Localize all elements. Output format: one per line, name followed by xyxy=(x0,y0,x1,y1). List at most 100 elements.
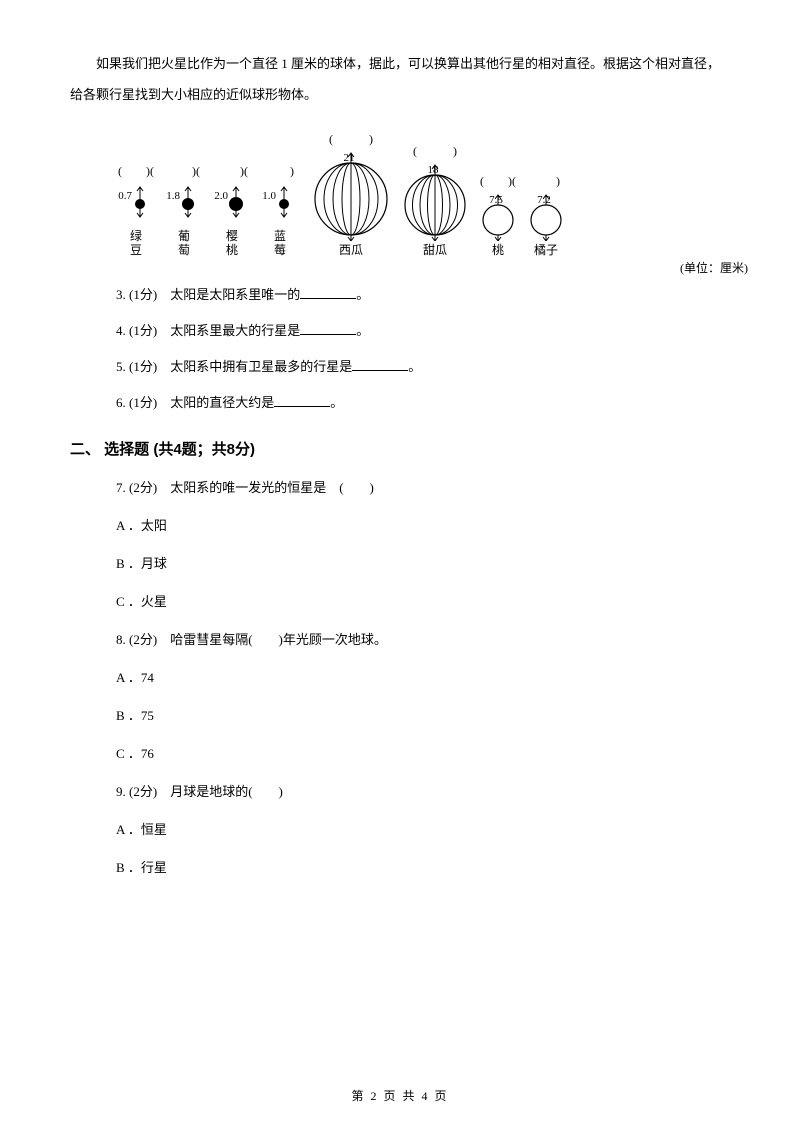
q-text: 太阳的直径大约是 xyxy=(170,395,274,410)
answer-blank[interactable] xyxy=(300,321,356,335)
fruit-label: 蓝莓 xyxy=(274,229,286,258)
svg-text:7.2: 7.2 xyxy=(537,194,551,206)
svg-text:2.0: 2.0 xyxy=(214,190,228,202)
svg-text:21: 21 xyxy=(344,152,355,164)
fruit-label: 甜瓜 xyxy=(423,243,447,257)
fruit-item: ) 1.0 蓝莓 xyxy=(260,162,300,258)
fill-question: 3. (1分) 太阳是太阳系里唯一的 。 xyxy=(116,282,730,308)
answer-blank[interactable] xyxy=(300,285,356,299)
fruit-shape-icon: 2.0 xyxy=(212,181,252,227)
mcq-option[interactable]: B ．月球 xyxy=(116,551,730,577)
mcq-option[interactable]: B ．行星 xyxy=(116,855,730,881)
fruit-shape-icon: 7.2 xyxy=(524,191,568,241)
answer-blank-paren: ) xyxy=(532,172,560,189)
q-num: 5. xyxy=(116,359,126,374)
answer-blank-paren: )( xyxy=(168,162,200,179)
answer-blank-paren: ) xyxy=(266,162,294,179)
intro-paragraph: 如果我们把火星比作为一个直径 1 厘米的球体，据此，可以换算出其他行星的相对直径… xyxy=(70,48,730,110)
option-key: A ． xyxy=(116,822,141,837)
q-num: 3. xyxy=(116,287,126,302)
mcq-option[interactable]: C ．76 xyxy=(116,741,730,767)
q-num: 8. xyxy=(116,632,126,647)
option-value: 75 xyxy=(141,708,154,723)
fruit-item: )( 2.0 樱桃 xyxy=(212,162,252,258)
q-points: (2分) xyxy=(129,632,157,647)
svg-text:18: 18 xyxy=(428,164,440,176)
fruit-label: 绿豆 xyxy=(130,229,142,258)
fruit-label: 桃 xyxy=(492,243,504,257)
option-value: 76 xyxy=(141,746,154,761)
answer-blank-paren: ( )( xyxy=(480,172,516,189)
mcq-stem: 8. (2分) 哈雷彗星每隔( )年光顾一次地球。 xyxy=(116,627,730,653)
option-value: 太阳 xyxy=(141,518,167,533)
fruit-item: )( 1.8 葡萄 xyxy=(164,162,204,258)
q-suffix: 。 xyxy=(330,395,343,410)
option-key: B ． xyxy=(116,708,141,723)
fruit-label: 葡萄 xyxy=(178,229,190,258)
fruit-item: ( )( 7.5 桃 xyxy=(476,172,520,257)
q-suffix: 。 xyxy=(356,287,369,302)
q-num: 7. xyxy=(116,480,126,495)
fruit-shape-icon: 1.0 xyxy=(260,181,300,227)
option-key: C ． xyxy=(116,746,141,761)
fill-question: 4. (1分) 太阳系里最大的行星是。 xyxy=(116,318,730,344)
q-suffix: 。 xyxy=(356,323,369,338)
mcq-option[interactable]: A ．74 xyxy=(116,665,730,691)
option-value: 行星 xyxy=(141,860,167,875)
q-text: 太阳系里最大的行星是 xyxy=(170,323,300,338)
q-num: 9. xyxy=(116,784,126,799)
option-key: A ． xyxy=(116,518,141,533)
option-key: A ． xyxy=(116,670,141,685)
answer-blank[interactable] xyxy=(274,393,330,407)
q-text: 太阳是太阳系里唯一的 xyxy=(170,287,300,302)
option-key: B ． xyxy=(116,556,141,571)
fruit-label: 西瓜 xyxy=(339,243,363,257)
option-key: B ． xyxy=(116,860,141,875)
answer-blank[interactable] xyxy=(352,357,408,371)
fruit-shape-icon: 1.8 xyxy=(164,181,204,227)
q-points: (1分) xyxy=(129,395,157,410)
mcq-stem: 9. (2分) 月球是地球的( ) xyxy=(116,779,730,805)
unit-note: (单位：厘米) xyxy=(680,259,748,276)
q-points: (1分) xyxy=(129,323,157,338)
option-value: 月球 xyxy=(141,556,167,571)
q-text: 太阳系的唯一发光的恒星是 ( ) xyxy=(170,480,374,495)
fruit-item: ( ) 21 西瓜 xyxy=(308,130,394,257)
fruit-shape-icon: 18 xyxy=(398,161,472,241)
mcq-stem: 7. (2分) 太阳系的唯一发光的恒星是 ( ) xyxy=(116,475,730,501)
fruit-label: 樱桃 xyxy=(226,229,238,258)
fill-question: 5. (1分) 太阳系中拥有卫星最多的行星是。 xyxy=(116,354,730,380)
fruit-item: ) 7.2 橘子 xyxy=(524,172,568,257)
q-points: (1分) xyxy=(129,287,157,302)
mcq-option[interactable]: C ．火星 xyxy=(116,589,730,615)
fruit-shape-icon: 7.5 xyxy=(476,191,520,241)
fruit-shape-icon: 21 xyxy=(308,149,394,241)
q-num: 6. xyxy=(116,395,126,410)
mcq-option[interactable]: A ．太阳 xyxy=(116,513,730,539)
fruit-diagram: ( )(0.7绿豆 )(1.8葡萄 )(2.0樱桃 )1.0蓝莓( )21西瓜(… xyxy=(116,130,730,257)
answer-blank-paren: ( ) xyxy=(413,142,457,159)
option-value: 火星 xyxy=(141,594,167,609)
answer-blank-paren: ( ) xyxy=(329,130,373,147)
mcq-option[interactable]: B ．75 xyxy=(116,703,730,729)
fruit-item: ( )( 0.7 绿豆 xyxy=(116,162,156,258)
q-text: 太阳系中拥有卫星最多的行星是 xyxy=(170,359,352,374)
q-text: 哈雷彗星每隔( )年光顾一次地球。 xyxy=(170,632,387,647)
svg-text:1.8: 1.8 xyxy=(166,190,180,202)
svg-text:0.7: 0.7 xyxy=(118,190,132,202)
option-value: 74 xyxy=(141,670,154,685)
fruit-shape-icon: 0.7 xyxy=(116,181,156,227)
svg-text:7.5: 7.5 xyxy=(489,194,503,206)
page-footer: 第 2 页 共 4 页 xyxy=(0,1087,800,1104)
q-text: 月球是地球的( ) xyxy=(170,784,283,799)
fill-question: 6. (1分) 太阳的直径大约是 。 xyxy=(116,390,730,416)
answer-blank-paren: ( )( xyxy=(118,162,154,179)
answer-blank-paren: )( xyxy=(216,162,248,179)
svg-text:1.0: 1.0 xyxy=(262,190,276,202)
q-points: (1分) xyxy=(129,359,157,374)
fruit-label: 橘子 xyxy=(534,243,558,257)
option-key: C ． xyxy=(116,594,141,609)
section-2-header: 二、 选择题 (共4题；共8分) xyxy=(70,438,730,459)
q-points: (2分) xyxy=(129,784,157,799)
mcq-option[interactable]: A ．恒星 xyxy=(116,817,730,843)
